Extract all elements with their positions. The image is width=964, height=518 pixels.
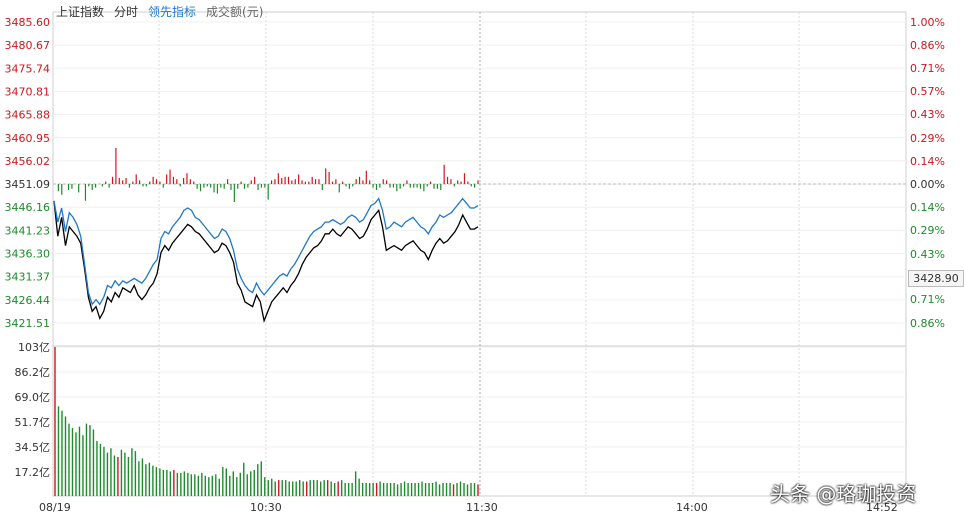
price-panel-frame [52, 11, 907, 347]
x-tick-label: 14:52 [866, 501, 898, 514]
pct-tick-label: 0.71% [910, 293, 945, 306]
price-tick-label: 3456.02 [5, 155, 51, 168]
volume-panel-frame [52, 345, 907, 497]
price-tick-label: 3421.51 [5, 317, 51, 330]
volume-tick-label: 69.0亿 [15, 391, 51, 404]
x-tick-label: 10:30 [250, 501, 282, 514]
tab-minute[interactable]: 分时 [114, 5, 139, 19]
pct-tick-label: 0.71% [910, 62, 945, 75]
price-tick-label: 3460.95 [5, 132, 51, 145]
pct-tick-label: 0.00% [910, 178, 945, 191]
price-tick-label: 3446.16 [5, 201, 51, 214]
price-tick-label: 3426.44 [5, 294, 51, 307]
volume-tick-label: 17.2亿 [15, 466, 51, 479]
pct-tick-label: 1.00% [910, 16, 945, 29]
price-tick-label: 3465.88 [5, 109, 51, 122]
pct-tick-label: 0.57% [910, 85, 945, 98]
pct-tick-label: 0.43% [910, 108, 945, 121]
price-tick-label: 3475.74 [5, 62, 51, 75]
volume-tick-label: 51.7亿 [15, 416, 51, 429]
price-tick-label: 3441.23 [5, 224, 51, 237]
chart-header: 上证指数 分时 领先指标 成交额(元) [56, 3, 263, 20]
watermark: 头条 @珞珈投资 [770, 482, 917, 506]
volume-tick-label: 34.5亿 [15, 441, 51, 454]
price-tick-label: 3436.30 [5, 248, 51, 261]
pct-tick-label: 0.14% [910, 201, 945, 214]
price-tick-label: 3485.60 [5, 16, 51, 29]
volume-tick-label: 86.2亿 [15, 366, 51, 379]
pct-tick-label: 0.86% [910, 317, 945, 330]
x-tick-label: 14:00 [676, 501, 708, 514]
current-price-tag: 3428.90 [908, 270, 964, 287]
pct-tick-label: 0.29% [910, 224, 945, 237]
legend-leading-indicator: 领先指标 [148, 5, 197, 19]
price-tick-label: 3431.37 [5, 271, 51, 284]
price-tick-label: 3470.81 [5, 85, 51, 98]
volume-tick-label: 103亿 [18, 341, 50, 354]
price-tick-label: 3451.09 [5, 178, 51, 191]
pct-tick-label: 0.86% [910, 39, 945, 52]
price-tick-label: 3480.67 [5, 39, 51, 52]
pct-tick-label: 0.14% [910, 155, 945, 168]
x-tick-label: 11:30 [466, 501, 498, 514]
price-line [53, 200, 479, 323]
pct-tick-label: 0.29% [910, 132, 945, 145]
leading-line [53, 197, 479, 306]
index-name-label: 上证指数 [56, 5, 105, 19]
pct-tick-label: 0.43% [910, 248, 945, 261]
x-tick-label: 08/19 [39, 501, 71, 514]
legend-volume: 成交额(元) [206, 5, 264, 19]
